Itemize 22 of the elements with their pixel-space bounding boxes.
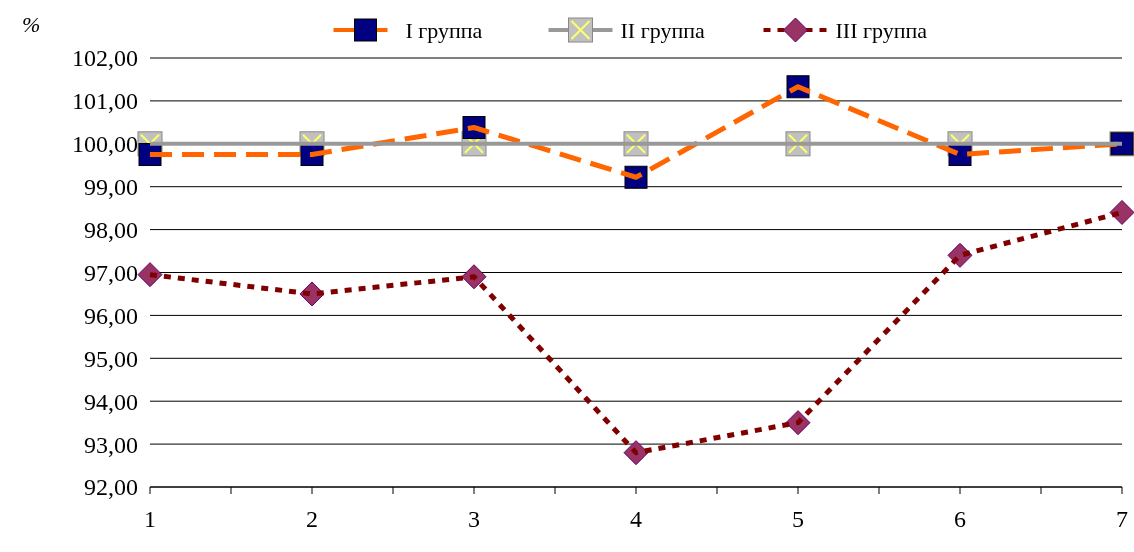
x-tick-label: 6 — [954, 506, 966, 532]
y-tick-label: 96,00 — [84, 302, 138, 329]
legend-label: II группа — [620, 17, 705, 43]
legend-label: III группа — [835, 17, 928, 43]
y-axis-title: % — [22, 12, 41, 37]
y-tick-label: 100,00 — [72, 131, 138, 158]
y-tick-label: 95,00 — [84, 345, 138, 372]
x-tick-label: 4 — [630, 506, 642, 532]
x-tick-label: 1 — [144, 506, 156, 532]
x-tick-label: 7 — [1116, 506, 1128, 532]
y-tick-label: 94,00 — [84, 388, 138, 415]
legend-label: I группа — [405, 17, 483, 43]
x-tick-label: 2 — [306, 506, 318, 532]
y-tick-label: 99,00 — [84, 174, 138, 201]
y-tick-label: 101,00 — [72, 88, 138, 115]
y-tick-label: 98,00 — [84, 217, 138, 243]
y-tick-label: 102,00 — [72, 45, 138, 72]
y-tick-label: 97,00 — [84, 259, 138, 286]
y-tick-label: 92,00 — [84, 474, 138, 501]
y-tick-label: 93,00 — [84, 431, 138, 458]
x-tick-label: 3 — [468, 506, 480, 532]
x-tick-label: 5 — [792, 506, 804, 532]
